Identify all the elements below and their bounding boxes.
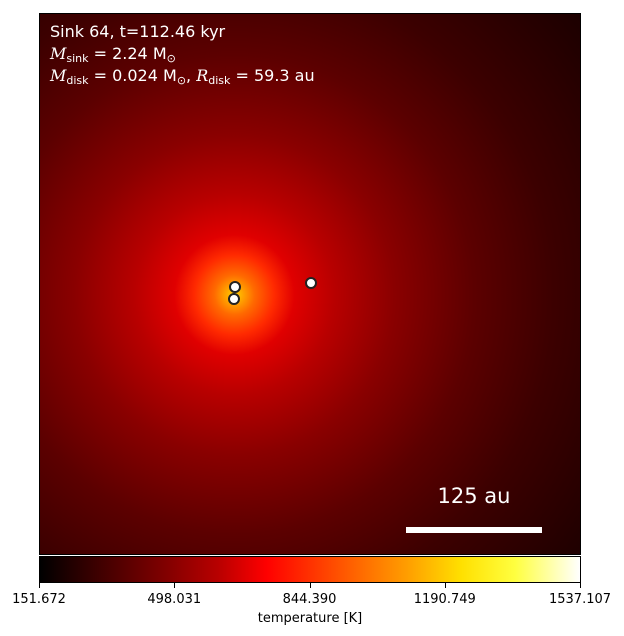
- msink-sun-symbol: ⊙: [166, 52, 176, 65]
- msink-symbol: M: [50, 44, 67, 63]
- colorbar-tick-mark: [309, 583, 311, 588]
- mdisk-subscript: disk: [66, 74, 89, 87]
- sink-c-marker: [304, 276, 317, 289]
- rdisk-symbol: R: [196, 66, 209, 85]
- colorbar-tick-mark: [580, 583, 581, 588]
- colorbar-tick-label: 151.672: [12, 592, 66, 607]
- colorbar-tick-label: 1537.107: [548, 592, 612, 607]
- scale-bar-label: 125 au: [437, 484, 511, 508]
- sink-b-marker: [227, 293, 240, 306]
- colorbar-tick-mark: [174, 583, 176, 588]
- rdisk-value: = 59.3 au: [230, 66, 315, 85]
- mdisk-symbol: M: [50, 66, 67, 85]
- temperature-map: Sink 64, t=112.46 kyr Msink = 2.24 M⊙ Md…: [39, 13, 581, 555]
- colorbar-tick-label: 1190.749: [413, 592, 476, 607]
- rdisk-separator: ,: [186, 66, 197, 85]
- mdisk-sun-symbol: ⊙: [176, 74, 187, 87]
- msink-value: = 2.24 M: [88, 44, 167, 63]
- rdisk-subscript: disk: [208, 74, 231, 87]
- colorbar-tick-mark: [39, 583, 40, 588]
- scale-bar: [406, 527, 542, 533]
- title-line-1: Sink 64, t=112.46 kyr: [50, 22, 225, 42]
- colorbar-tick-mark: [444, 583, 446, 588]
- title-line-3: Mdisk = 0.024 M⊙, Rdisk = 59.3 au: [50, 66, 315, 91]
- colorbar: [39, 556, 581, 583]
- title-line-2: Msink = 2.24 M⊙: [50, 44, 176, 69]
- colorbar-tick-label: 844.390: [282, 592, 337, 607]
- colorbar-tick-label: 498.031: [147, 592, 202, 607]
- msink-subscript: sink: [66, 52, 89, 65]
- sink-a-marker: [228, 281, 241, 294]
- colorbar-label: temperature [K]: [257, 611, 363, 626]
- mdisk-value: = 0.024 M: [88, 66, 177, 85]
- sink-time-label: Sink 64, t=112.46 kyr: [50, 22, 226, 41]
